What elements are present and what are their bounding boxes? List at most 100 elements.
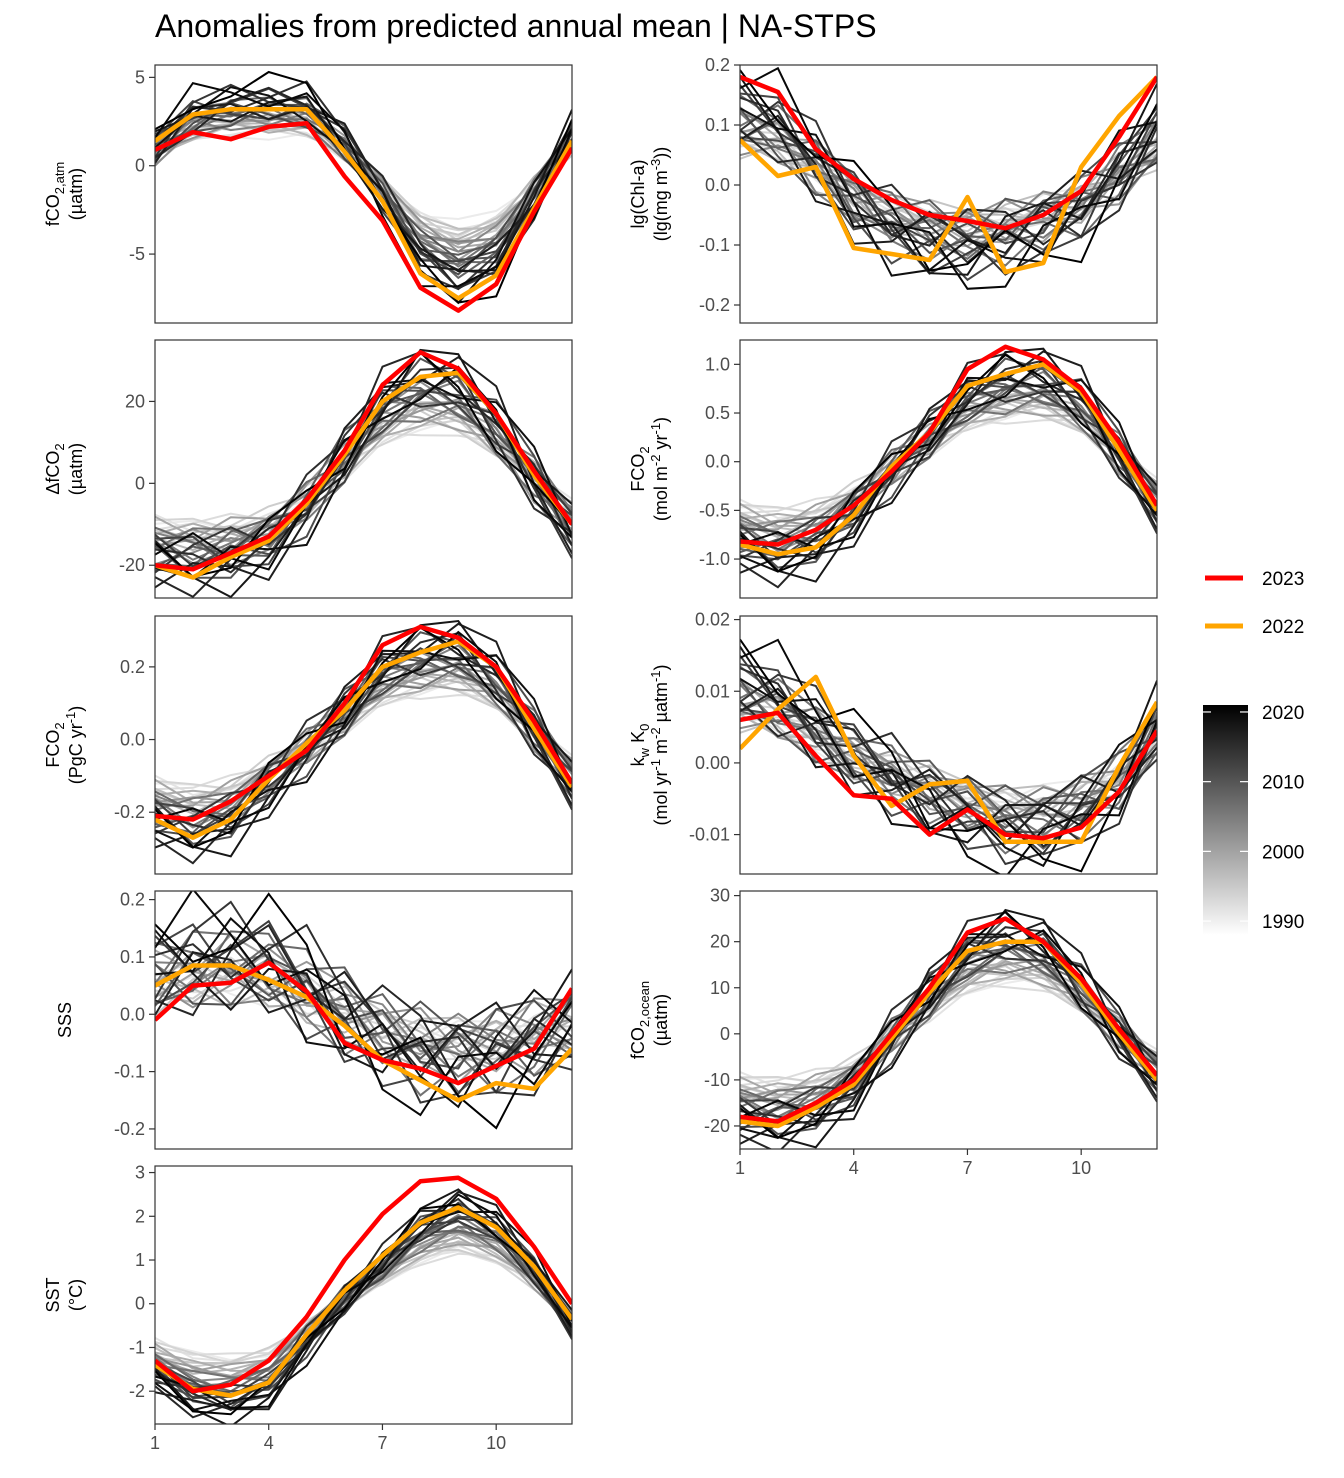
series-line-2020 (740, 66, 1157, 290)
y-tick-label: 30 (710, 886, 730, 906)
plot-area (155, 70, 572, 313)
series-line-2022 (740, 674, 1157, 845)
series-line-1994 (155, 953, 572, 1062)
y-axis-label-part: SSS (55, 1002, 75, 1038)
y-axis-label-part: SST (43, 1277, 63, 1312)
panel-border (154, 339, 573, 599)
y-tick-label: 20 (125, 391, 145, 411)
y-axis-label-part: -1 (648, 423, 663, 435)
x-tick-label: 7 (962, 1158, 972, 1178)
panel-chla: 0.2 0.1 0.0 -0.1 -0.2 lg(Chl-a) (lg(mg m-3)) (628, 55, 1158, 324)
series-line-2021 (155, 351, 572, 578)
series-line-2008 (155, 930, 572, 1094)
y-axis-label-part: (PgC yr (66, 723, 86, 784)
y-axis-label: ΔfCO2(µatm) (43, 443, 86, 495)
panel-border (739, 64, 1158, 324)
plot-area (155, 891, 572, 1130)
series-line-2022 (155, 963, 572, 1103)
series-line-1994 (155, 1248, 572, 1368)
y-axis-label-part: fCO (43, 194, 63, 226)
series-line-2012 (155, 634, 572, 829)
panel-fco2pg: 0.2 0.0 -0.2 FCO2(PgC yr-1) (43, 615, 573, 875)
y-axis-label-part: 2 (52, 443, 67, 450)
y-tick-label: 0 (135, 156, 145, 176)
series-line-2023 (155, 960, 572, 1086)
panel-border (154, 615, 573, 875)
panel-dfco2: 20 0 -20 ΔfCO2(µatm) (43, 339, 573, 599)
series-line-2019 (155, 1210, 572, 1412)
series-line-2016 (740, 352, 1157, 589)
y-axis-label-part: (°C) (66, 1279, 86, 1311)
y-tick-label: 0 (135, 473, 145, 493)
y-axis-label-part: ) (651, 417, 671, 423)
series-line-2021 (155, 1203, 572, 1416)
y-axis-label-part: (µatm) (651, 994, 671, 1046)
y-tick-label: -0.1 (699, 235, 730, 255)
panel-sss: 0.2 0.1 0.0 -0.1 -0.2 SSS (55, 890, 573, 1150)
series-line-2018 (740, 76, 1157, 276)
series-line-2015 (155, 923, 572, 1097)
y-axis-label-part: (µatm) (66, 443, 86, 495)
y-tick-label: -0.2 (114, 802, 145, 822)
y-axis-label-part: 2 (637, 446, 652, 453)
x-tick-label: 1 (150, 1433, 160, 1453)
series-line-2010 (740, 357, 1157, 569)
y-tick-label: 1 (135, 1250, 145, 1270)
series-line-2018 (740, 347, 1157, 583)
series-line-2021 (740, 353, 1157, 573)
y-axis-label-part: 2,ocean (637, 981, 652, 1027)
panel-border (154, 64, 573, 324)
y-axis-label-part: 2,atm (52, 162, 67, 195)
chart-title: Anomalies from predicted annual mean | N… (155, 8, 877, 44)
y-axis-label-part: ΔfCO (43, 451, 63, 495)
panel-border (154, 890, 573, 1150)
y-tick-label: -0.5 (699, 500, 730, 520)
y-axis-label-part: -1 (648, 759, 663, 771)
series-line-2015 (155, 631, 572, 835)
y-tick-label: 0.0 (120, 1004, 145, 1024)
series-line-2021 (740, 69, 1157, 272)
y-axis-label-part: w (637, 747, 652, 758)
series-line-2017 (155, 102, 572, 271)
y-axis-label: lg(Chl-a) (lg(mg m-3)) (628, 147, 671, 242)
y-tick-label: 0.02 (695, 610, 730, 630)
series-line-2023 (155, 121, 572, 313)
series-line-2022 (740, 939, 1157, 1129)
series-line-2010 (740, 917, 1157, 1136)
series-line-2015 (740, 96, 1157, 264)
y-axis-label-part: m (651, 739, 671, 759)
y-axis-label: FCO2(PgC yr-1) (43, 706, 86, 785)
series-line-2018 (155, 95, 572, 273)
y-axis-label: kw K0(mol yr-1 m-2 µatm-1) (628, 664, 671, 825)
y-tick-label: -0.2 (114, 1119, 145, 1139)
x-tick-label: 10 (486, 1433, 506, 1453)
y-axis-label-part: (lg(mg m (651, 170, 671, 241)
colorbar-label-1990: 1990 (1262, 912, 1304, 933)
x-tick-label: 7 (377, 1433, 387, 1453)
plot-area (155, 619, 572, 865)
series-line-2010 (155, 631, 572, 845)
legend: 2023 2022 2020 2010 2000 1990 (1203, 569, 1304, 935)
series-line-2015 (155, 366, 572, 574)
panel-fco2atm: 5 0 -5 fCO2,atm(µatm) (43, 64, 573, 324)
y-axis-label-part: -3 (648, 159, 663, 171)
series-line-2005 (740, 111, 1157, 262)
series-line-2010 (155, 357, 572, 579)
y-tick-label: 0.0 (120, 730, 145, 750)
series-line-2016 (740, 700, 1157, 848)
y-axis-label-part: -2 (648, 727, 663, 739)
y-tick-label: -20 (119, 555, 145, 575)
y-axis-label-part: FCO (43, 730, 63, 768)
y-tick-label: 10 (710, 978, 730, 998)
plot-area (155, 1175, 572, 1424)
y-tick-label: -0.01 (689, 825, 730, 845)
series-line-2022 (155, 1205, 572, 1398)
y-tick-label: -5 (129, 244, 145, 264)
panel-border (739, 615, 1158, 875)
y-tick-label: -20 (704, 1116, 730, 1136)
y-tick-label: 1.0 (705, 354, 730, 374)
y-tick-label: 0.0 (705, 452, 730, 472)
plot-area (740, 66, 1157, 290)
y-tick-label: -0.1 (114, 1062, 145, 1082)
